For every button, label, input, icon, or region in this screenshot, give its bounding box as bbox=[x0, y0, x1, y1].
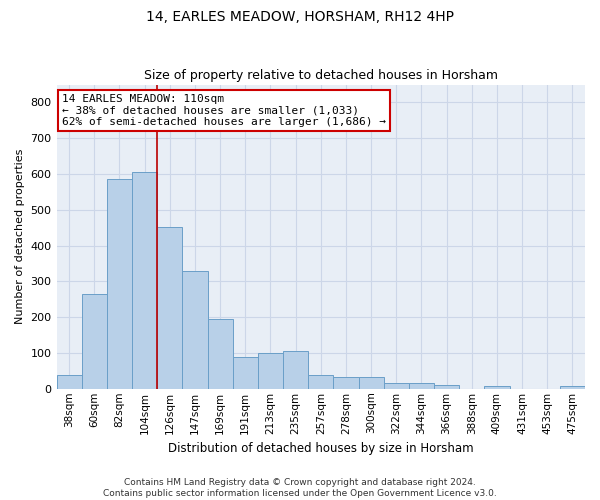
Bar bbox=[409, 384, 434, 389]
Text: Contains HM Land Registry data © Crown copyright and database right 2024.
Contai: Contains HM Land Registry data © Crown c… bbox=[103, 478, 497, 498]
Bar bbox=[283, 351, 308, 389]
Text: 14, EARLES MEADOW, HORSHAM, RH12 4HP: 14, EARLES MEADOW, HORSHAM, RH12 4HP bbox=[146, 10, 454, 24]
Bar bbox=[82, 294, 107, 389]
Bar bbox=[56, 375, 82, 389]
Bar bbox=[107, 180, 132, 389]
Bar bbox=[434, 385, 459, 389]
Y-axis label: Number of detached properties: Number of detached properties bbox=[15, 149, 25, 324]
X-axis label: Distribution of detached houses by size in Horsham: Distribution of detached houses by size … bbox=[168, 442, 473, 455]
Text: 14 EARLES MEADOW: 110sqm
← 38% of detached houses are smaller (1,033)
62% of sem: 14 EARLES MEADOW: 110sqm ← 38% of detach… bbox=[62, 94, 386, 127]
Bar bbox=[383, 384, 409, 389]
Bar bbox=[334, 377, 359, 389]
Bar bbox=[484, 386, 509, 389]
Bar bbox=[208, 319, 233, 389]
Bar bbox=[308, 375, 334, 389]
Bar bbox=[233, 356, 258, 389]
Bar bbox=[132, 172, 157, 389]
Bar bbox=[157, 227, 182, 389]
Bar bbox=[560, 386, 585, 389]
Bar bbox=[182, 270, 208, 389]
Title: Size of property relative to detached houses in Horsham: Size of property relative to detached ho… bbox=[144, 69, 498, 82]
Bar bbox=[258, 353, 283, 389]
Bar bbox=[359, 377, 383, 389]
